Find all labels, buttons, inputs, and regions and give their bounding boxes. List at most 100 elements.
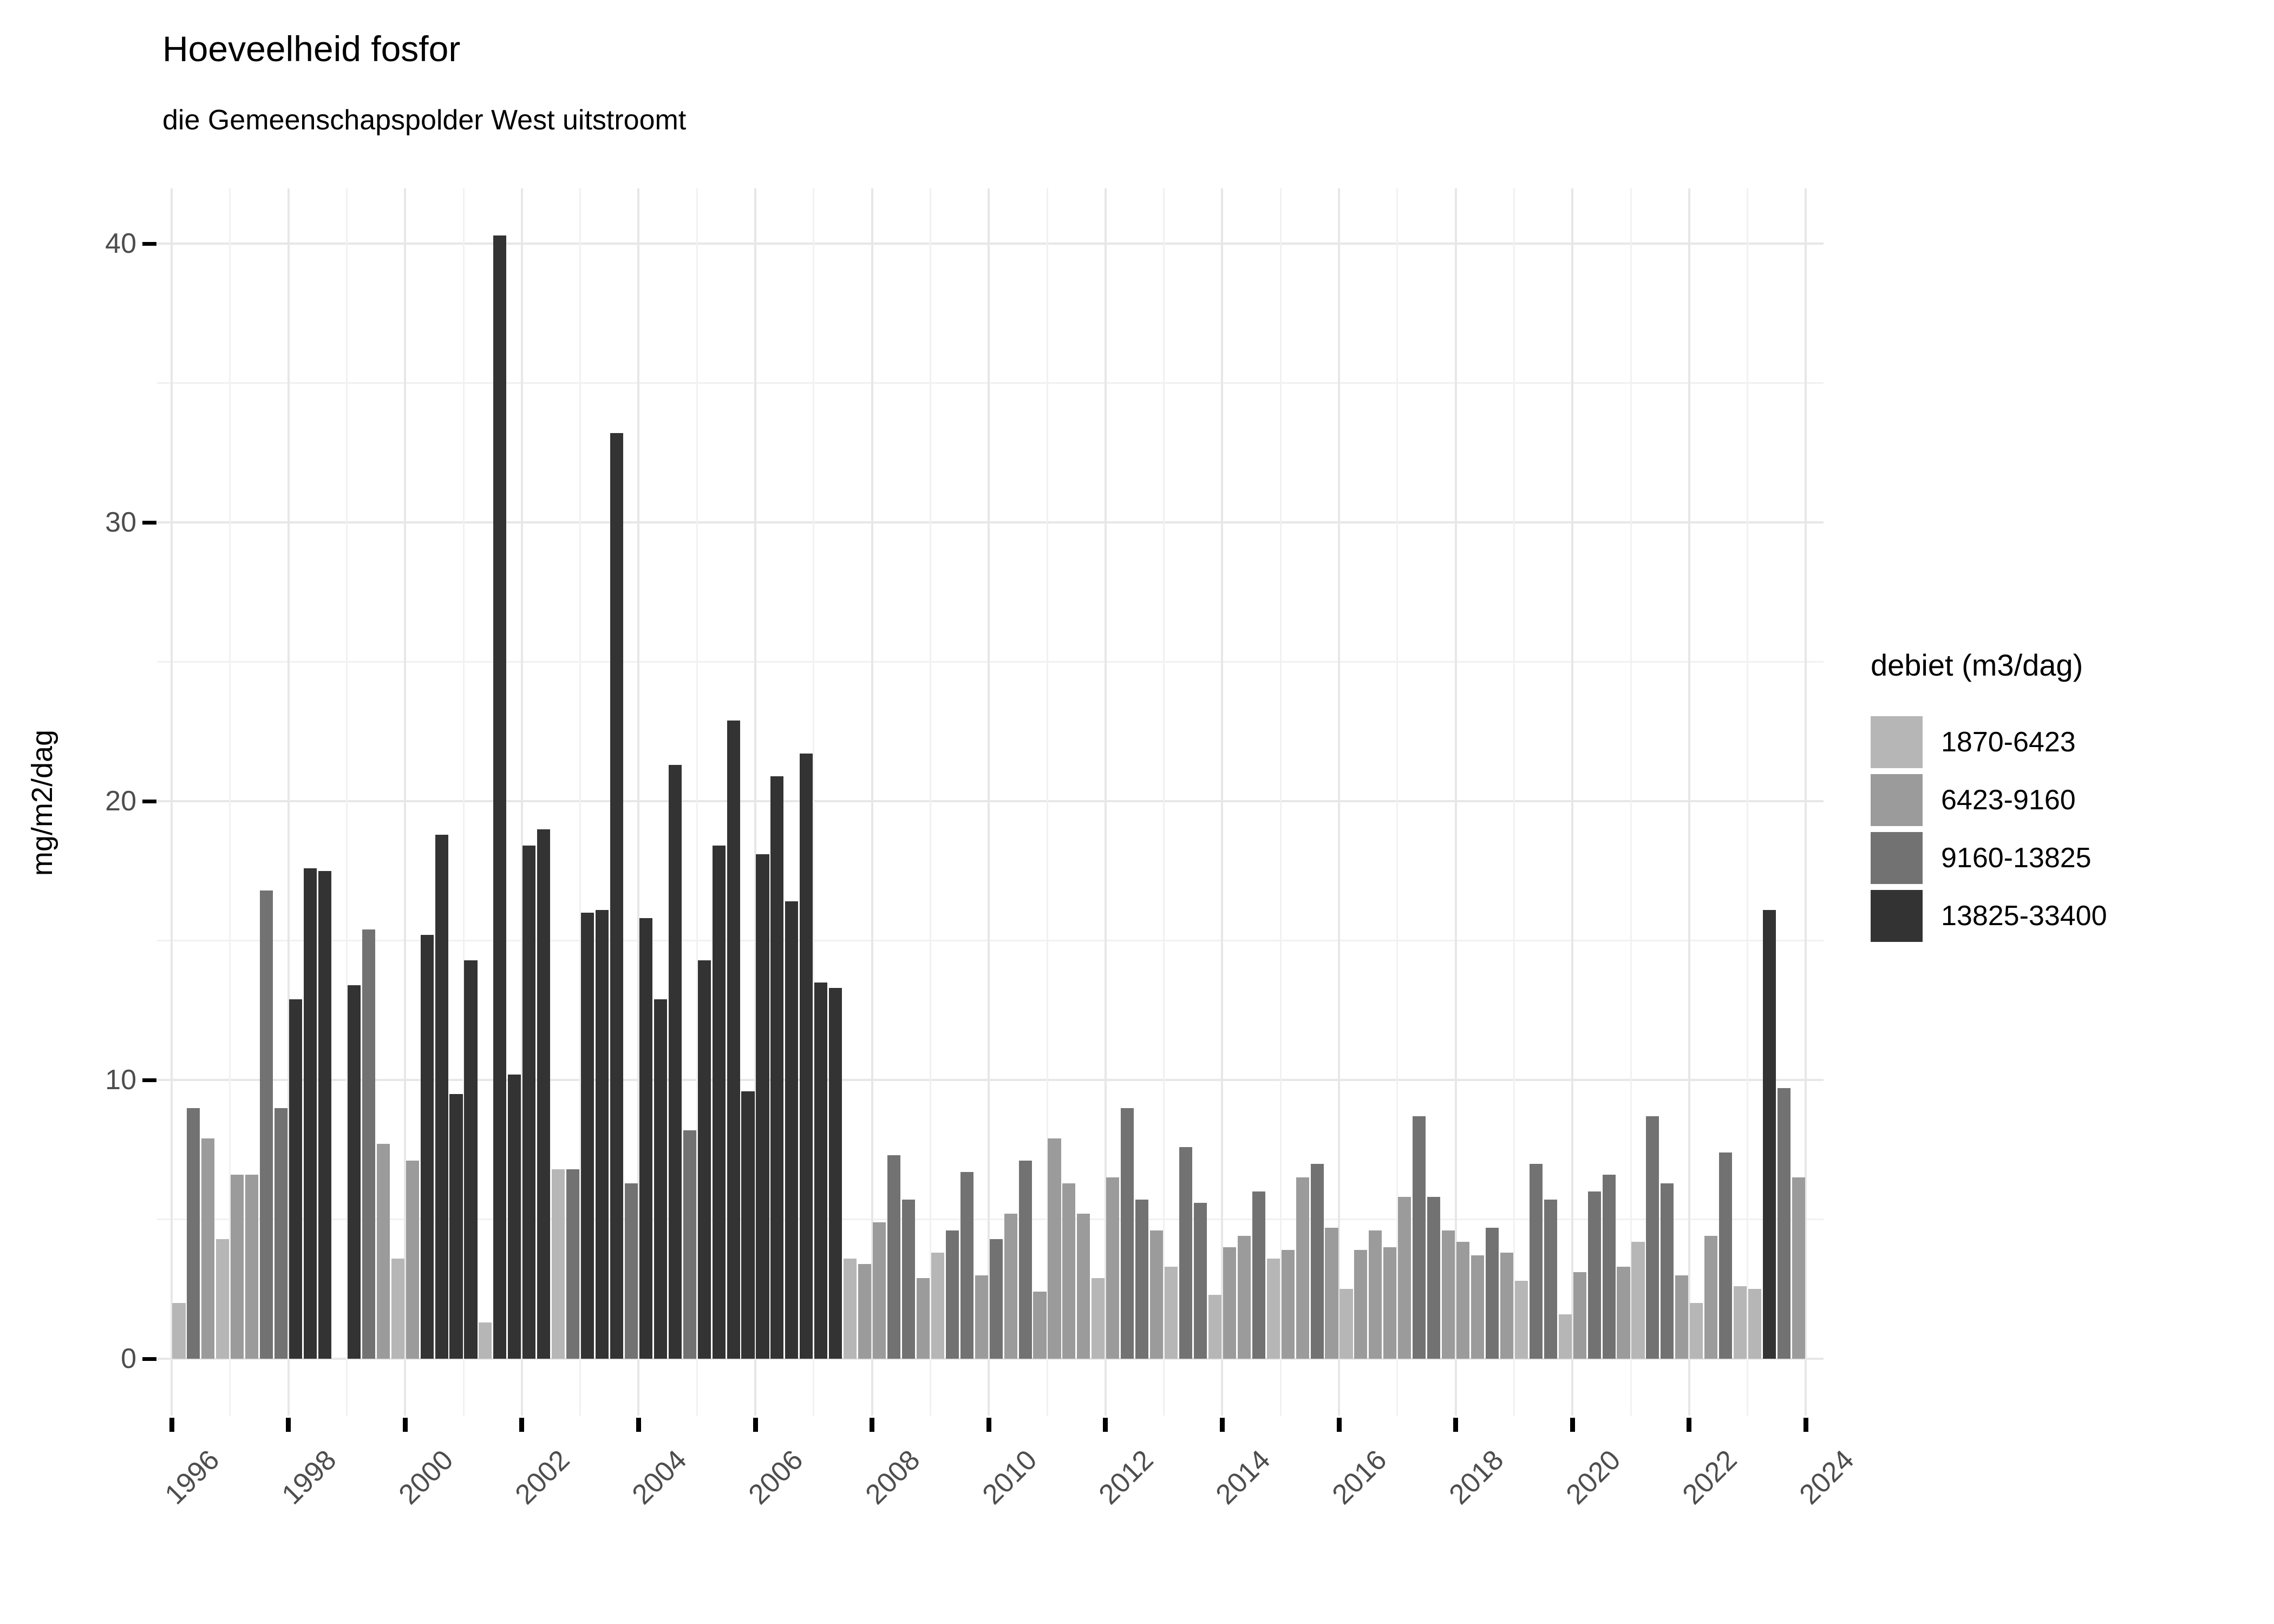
bar-2016Q1 — [1339, 1289, 1353, 1359]
bar-2020Q4 — [1617, 1267, 1630, 1359]
x-tick-label: 1996 — [159, 1444, 226, 1511]
bar-2009Q2 — [945, 1230, 959, 1359]
bar-1997Q2 — [245, 1175, 259, 1359]
gridline-y-minor — [157, 1219, 1824, 1220]
x-tick-label: 1998 — [276, 1444, 343, 1511]
bar-2023Q3 — [1777, 1088, 1791, 1359]
gridline-x-major — [404, 188, 407, 1416]
bar-2019Q3 — [1544, 1200, 1557, 1359]
legend-swatch-D — [1871, 832, 1923, 884]
gridline-x-major — [1454, 188, 1457, 1416]
bar-1997Q4 — [275, 1108, 288, 1359]
gridline-x-major — [1221, 188, 1224, 1416]
y-tick — [142, 1078, 156, 1082]
bar-2007Q1 — [814, 982, 828, 1359]
bar-2008Q3 — [901, 1200, 916, 1359]
bar-2001Q1 — [464, 960, 478, 1359]
bar-2018Q4 — [1500, 1253, 1513, 1359]
bar-2015Q4 — [1325, 1227, 1338, 1359]
bar-2004Q4 — [683, 1130, 696, 1359]
legend-item-label: 1870-6423 — [1941, 726, 2076, 758]
gridline-y-major — [157, 521, 1824, 523]
gridline-x-major — [287, 188, 290, 1416]
chart-title: Hoeveelheid fosfor — [162, 29, 461, 69]
bar-2000Q1 — [406, 1161, 419, 1359]
y-tick — [142, 1357, 156, 1361]
gridline-x-minor — [579, 188, 581, 1416]
bar-2010Q3 — [1018, 1161, 1032, 1359]
bar-2008Q1 — [873, 1222, 886, 1359]
y-tick-label: 30 — [105, 507, 136, 538]
x-tick-label: 2020 — [1560, 1444, 1626, 1511]
bar-2005Q2 — [712, 846, 726, 1359]
bar-1996Q3 — [201, 1138, 215, 1359]
gridline-y-minor — [157, 382, 1824, 384]
gridline-x-major — [1688, 188, 1690, 1416]
bar-2013Q4 — [1208, 1294, 1221, 1359]
gridline-x-minor — [929, 188, 931, 1416]
bar-2005Q3 — [727, 720, 740, 1359]
gridline-x-major — [520, 188, 523, 1416]
bar-2014Q1 — [1223, 1247, 1236, 1359]
bar-2006Q3 — [785, 901, 799, 1359]
bar-2006Q4 — [800, 754, 813, 1359]
x-tick — [1803, 1418, 1808, 1432]
y-tick-label: 0 — [121, 1343, 136, 1374]
bar-2010Q2 — [1004, 1214, 1017, 1359]
bar-2005Q4 — [741, 1091, 755, 1359]
x-tick-label: 2018 — [1443, 1444, 1510, 1511]
gridline-y-major — [157, 1358, 1824, 1360]
gridline-x-major — [871, 188, 873, 1416]
bar-2011Q2 — [1062, 1183, 1076, 1359]
legend-swatch-L — [1871, 716, 1923, 768]
gridline-x-major — [1571, 188, 1574, 1416]
bar-2023Q2 — [1762, 909, 1776, 1359]
gridline-x-minor — [1747, 188, 1749, 1416]
bar-1998Q1 — [289, 999, 303, 1359]
y-tick — [142, 520, 156, 525]
bar-2022Q3 — [1719, 1152, 1733, 1359]
chart-subtitle: die Gemeenschapspolder West uitstroomt — [162, 104, 687, 136]
bar-2009Q1 — [931, 1253, 944, 1359]
bar-2014Q4 — [1266, 1258, 1280, 1359]
bar-2003Q4 — [624, 1183, 638, 1359]
bar-1999Q4 — [391, 1258, 404, 1359]
bar-2021Q2 — [1646, 1116, 1659, 1359]
bar-2007Q4 — [858, 1263, 872, 1359]
gridline-y-minor — [157, 940, 1824, 941]
bar-2016Q4 — [1383, 1247, 1397, 1359]
x-tick — [1453, 1418, 1459, 1432]
bar-2019Q1 — [1514, 1280, 1528, 1359]
bar-2021Q1 — [1631, 1241, 1645, 1359]
legend-item-label: 6423-9160 — [1941, 784, 2076, 816]
bar-2008Q4 — [916, 1278, 930, 1359]
bar-1998Q2 — [303, 868, 317, 1359]
gridline-x-minor — [1396, 188, 1399, 1416]
bar-2013Q3 — [1193, 1202, 1207, 1359]
bar-2017Q3 — [1427, 1197, 1441, 1359]
gridline-y-minor — [157, 661, 1824, 663]
gridline-x-minor — [229, 188, 231, 1416]
x-tick — [1336, 1418, 1342, 1432]
bar-2022Q2 — [1704, 1236, 1718, 1359]
bar-1999Q1 — [347, 985, 361, 1359]
x-tick — [519, 1418, 525, 1432]
gridline-x-minor — [1046, 188, 1048, 1416]
bar-1996Q4 — [216, 1239, 230, 1359]
x-tick-label: 2002 — [509, 1444, 576, 1511]
gridline-x-minor — [813, 188, 815, 1416]
bar-2018Q3 — [1485, 1227, 1499, 1359]
x-tick-label: 2000 — [393, 1444, 459, 1511]
bar-1998Q3 — [318, 870, 332, 1359]
x-tick-label: 2010 — [976, 1444, 1043, 1511]
gridline-x-minor — [345, 188, 348, 1416]
bar-2014Q3 — [1252, 1191, 1265, 1359]
bar-2017Q1 — [1398, 1197, 1412, 1359]
bar-1997Q3 — [260, 890, 273, 1359]
bar-2002Q3 — [552, 1169, 565, 1359]
bar-2000Q3 — [435, 834, 448, 1359]
gridline-x-minor — [462, 188, 465, 1416]
x-tick — [169, 1418, 174, 1432]
bar-2009Q4 — [975, 1275, 988, 1359]
